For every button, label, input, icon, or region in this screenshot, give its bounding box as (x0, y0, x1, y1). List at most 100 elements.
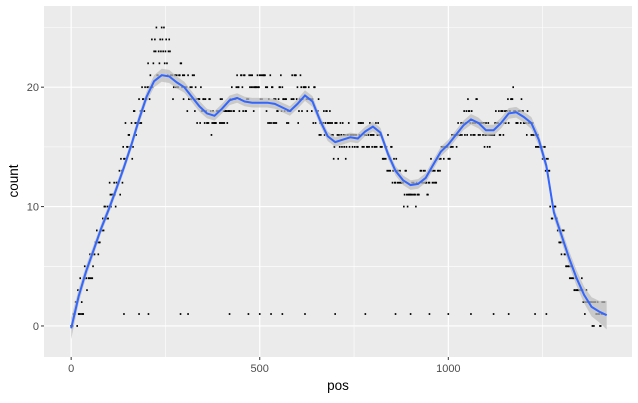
data-point (114, 205, 117, 208)
data-point (172, 98, 174, 101)
data-point (160, 26, 163, 29)
data-point (123, 313, 125, 315)
data-point (277, 110, 279, 112)
y-axis-title: count (6, 164, 21, 197)
data-point (102, 217, 104, 220)
data-point (286, 122, 288, 124)
data-point (559, 241, 562, 244)
data-point (119, 193, 121, 196)
data-point (164, 50, 167, 53)
data-point (223, 122, 226, 124)
data-point (295, 74, 297, 77)
data-point (336, 134, 339, 136)
data-point (269, 74, 272, 77)
data-point (301, 110, 303, 112)
data-point (562, 229, 565, 232)
data-point (477, 134, 480, 136)
data-point (424, 169, 426, 172)
data-point (180, 62, 183, 65)
data-point (194, 110, 196, 112)
data-point (329, 122, 332, 124)
data-point (544, 169, 547, 172)
data-point (337, 157, 339, 160)
data-point (131, 157, 134, 160)
data-point (243, 74, 246, 77)
data-point (457, 122, 459, 124)
data-point (271, 86, 274, 89)
data-point (251, 74, 253, 77)
data-point (226, 122, 229, 124)
data-point (326, 110, 328, 112)
data-point (459, 134, 462, 136)
data-point (258, 74, 261, 77)
data-point (333, 145, 336, 148)
data-point (151, 38, 153, 41)
data-point (152, 62, 155, 65)
data-point (334, 313, 336, 315)
data-point (370, 134, 373, 136)
data-point (89, 253, 91, 256)
data-point (375, 145, 378, 148)
data-point (338, 134, 340, 136)
data-point (296, 86, 299, 89)
data-point (393, 157, 395, 160)
data-point (141, 86, 143, 89)
data-point (249, 74, 252, 77)
data-point (341, 145, 343, 148)
data-point (570, 277, 573, 280)
data-point (220, 122, 223, 124)
data-point (285, 98, 287, 101)
data-point (203, 98, 205, 101)
data-point (199, 122, 201, 124)
data-point (133, 110, 136, 112)
data-point (468, 110, 471, 112)
data-point (360, 122, 363, 124)
data-point (405, 169, 407, 172)
data-point (231, 86, 233, 89)
data-point (264, 74, 266, 77)
data-point (549, 205, 551, 208)
data-point (511, 98, 514, 101)
data-point (124, 122, 127, 124)
data-point (143, 110, 146, 112)
data-point (312, 122, 315, 124)
data-point (418, 193, 420, 196)
data-point (310, 110, 313, 112)
data-point (449, 157, 451, 160)
data-point (92, 265, 94, 268)
data-point (492, 313, 495, 315)
data-point (572, 277, 575, 280)
data-point (428, 313, 431, 315)
data-point (499, 134, 502, 136)
data-point (221, 122, 224, 124)
data-point (280, 74, 282, 77)
data-point (121, 181, 124, 184)
data-point (132, 145, 134, 148)
data-point (86, 289, 88, 292)
data-point (200, 86, 202, 89)
major-gridlines (44, 6, 632, 357)
data-point (187, 74, 189, 77)
data-point (323, 110, 325, 112)
data-point (504, 122, 507, 124)
data-point (77, 289, 79, 292)
data-point (283, 98, 285, 101)
data-point (138, 313, 140, 315)
data-point (470, 134, 472, 136)
data-point (398, 181, 401, 184)
data-point (451, 134, 453, 136)
plot-panel (44, 6, 632, 357)
x-tick-label: 1000 (436, 363, 460, 375)
data-point (591, 325, 594, 327)
data-point (193, 74, 195, 77)
data-point (394, 313, 397, 315)
data-point (245, 110, 247, 112)
data-point (439, 157, 442, 160)
data-point (268, 122, 271, 124)
x-tick-label: 0 (68, 363, 74, 375)
data-point (489, 145, 491, 148)
data-point (520, 98, 523, 101)
data-point (138, 122, 141, 124)
data-point (584, 313, 586, 315)
data-point (99, 241, 101, 244)
